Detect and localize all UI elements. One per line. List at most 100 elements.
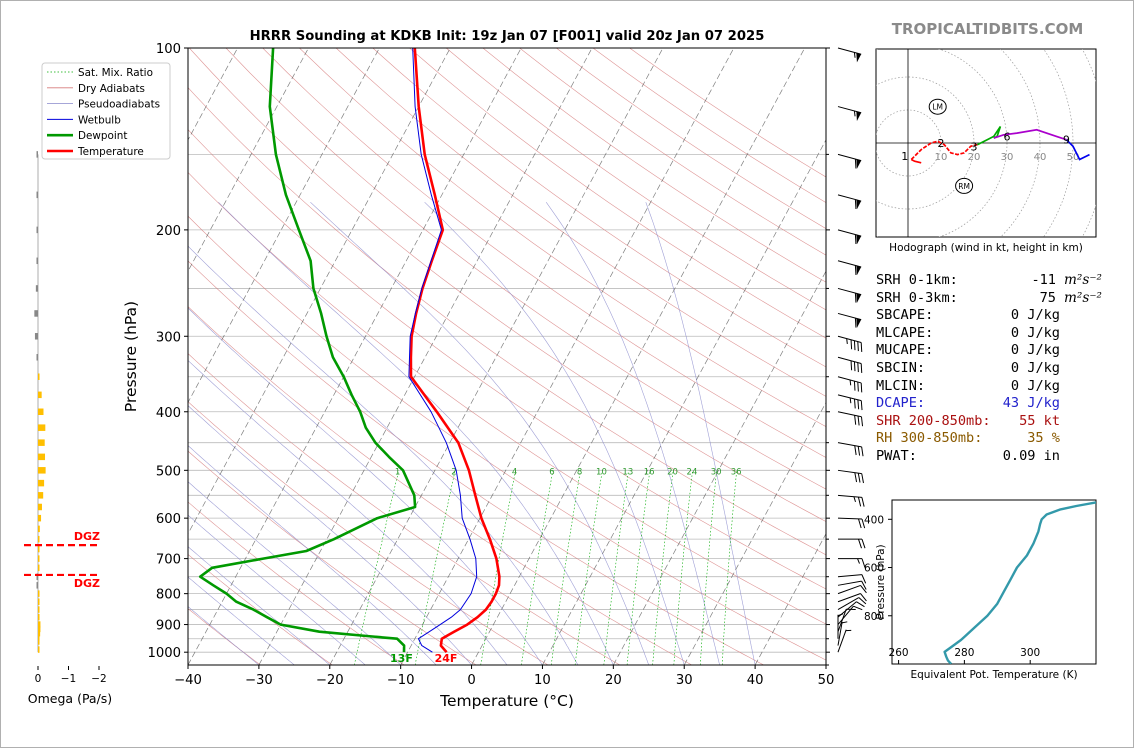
barb-staff bbox=[837, 574, 862, 578]
barb-staff bbox=[837, 194, 862, 202]
y-tick-label: 300 bbox=[156, 330, 181, 345]
omega-bar bbox=[38, 424, 46, 431]
barb-flag bbox=[854, 472, 858, 483]
barb-pennant bbox=[856, 159, 862, 169]
mixing-ratio-label: 16 bbox=[644, 468, 655, 478]
wind-barb bbox=[837, 229, 862, 245]
param-row: DCAPE: 43 J/kg bbox=[876, 395, 1096, 413]
omega-bar bbox=[38, 453, 46, 461]
barb-staff bbox=[837, 621, 843, 646]
barb-flag bbox=[853, 340, 856, 351]
omega-bar bbox=[38, 514, 42, 522]
omega-bar bbox=[38, 638, 40, 645]
barb-half-flag bbox=[845, 629, 852, 632]
theta-e-y-tick-label: 600 bbox=[864, 563, 884, 575]
theta-e-frame bbox=[891, 499, 1097, 665]
hodograph-area: 10 20 30 40 50 1 2 3 6 9 LM RM bbox=[876, 49, 1096, 237]
wind-barb bbox=[837, 260, 862, 276]
barb-staff bbox=[837, 47, 862, 55]
wind-barb bbox=[837, 356, 863, 373]
wind-barb bbox=[837, 287, 862, 303]
wind-barb bbox=[837, 494, 865, 507]
parameter-table: m²s⁻² SRH 0-1km: -11 m²s⁻² SRH 0-3km: 75 SBCAP… bbox=[876, 272, 1102, 466]
param-label: PWAT: bbox=[876, 447, 917, 464]
omega-bar bbox=[36, 191, 38, 199]
barb-flag bbox=[850, 339, 853, 350]
param-row: PWAT: 0.09 in bbox=[876, 448, 1096, 466]
param-label: MLCIN: bbox=[876, 377, 926, 394]
param-label: MUCAPE: bbox=[876, 342, 934, 359]
omega-bar bbox=[36, 573, 38, 580]
barb-flag bbox=[850, 360, 853, 371]
wind-barb bbox=[837, 106, 862, 121]
hodograph-height-label: 2 bbox=[938, 137, 945, 150]
skewt-axes-frame bbox=[187, 47, 827, 666]
wind-barb bbox=[837, 376, 863, 393]
omega-bar bbox=[38, 439, 45, 446]
barb-flag bbox=[860, 342, 863, 352]
barb-flag bbox=[861, 518, 866, 529]
barb-staff bbox=[837, 335, 862, 343]
omega-tick-label: −1 bbox=[61, 673, 76, 685]
param-value: 43 J/kg bbox=[1002, 395, 1060, 412]
hodograph-segment-1-3km bbox=[910, 140, 978, 161]
barb-half-flag bbox=[849, 397, 852, 404]
x-tick-label: 10 bbox=[534, 673, 551, 688]
pseudoadiabat bbox=[188, 445, 437, 665]
mixing-ratio-line bbox=[626, 470, 651, 665]
omega-bar bbox=[38, 555, 40, 562]
barb-staff bbox=[837, 593, 861, 603]
barb-flag bbox=[854, 293, 857, 303]
omega-bar bbox=[38, 492, 44, 499]
omega-bar bbox=[38, 621, 41, 628]
param-row: m²s⁻² SRH 0-1km: -11 bbox=[876, 272, 1102, 290]
barb-pennant bbox=[856, 293, 862, 303]
barb-flag bbox=[854, 445, 857, 456]
barb-staff bbox=[837, 629, 847, 653]
skewt-title: HRRR Sounding at KDKB Init: 19z Jan 07 [… bbox=[250, 29, 765, 44]
y-tick-label: 200 bbox=[156, 224, 181, 239]
dry-adiabat bbox=[188, 87, 826, 556]
isotherm bbox=[471, 48, 806, 665]
dry-adiabat bbox=[188, 260, 764, 665]
dry-adiabat bbox=[372, 48, 826, 368]
legend: Sat. Mix. Ratio Dry Adiabats Pseudoadiabat… bbox=[41, 62, 171, 160]
barb-flag bbox=[854, 159, 857, 169]
barb-staff bbox=[837, 411, 862, 418]
dry-adiabat bbox=[188, 608, 261, 665]
param-value: 0 J/kg bbox=[1010, 307, 1060, 324]
hodograph-height-label: 3 bbox=[971, 140, 978, 153]
theta-e-area bbox=[943, 501, 1096, 664]
mixing-ratio-label: 20 bbox=[667, 468, 678, 478]
param-unit: m²s⁻² bbox=[1064, 289, 1102, 306]
isotherm bbox=[258, 48, 593, 665]
y-tick-label: 100 bbox=[156, 42, 181, 57]
param-value: 0 J/kg bbox=[1010, 324, 1060, 341]
wind-barb bbox=[837, 47, 862, 63]
param-value: 0 J/kg bbox=[1010, 377, 1060, 394]
dry-adiabat bbox=[188, 401, 549, 665]
y-tick-label: 400 bbox=[156, 406, 181, 421]
param-row: m²s⁻² SRH 0-3km: 75 bbox=[876, 290, 1102, 308]
param-value: 0.09 in bbox=[1002, 447, 1060, 464]
hodograph-title: Hodograph (wind in kt, height in km) bbox=[889, 242, 1083, 254]
omega-bar bbox=[36, 582, 38, 589]
pseudoadiabat bbox=[545, 202, 720, 665]
mixing-ratio-line bbox=[652, 470, 674, 665]
hodograph-segment-0-1km bbox=[910, 158, 922, 164]
theta-e-x-axis-label: Equivalent Pot. Temperature (K) bbox=[910, 669, 1077, 681]
omega-plot: DGZ DGZ 0 −1 −2 Omega (Pa/s) bbox=[24, 151, 112, 706]
mixing-ratio-line bbox=[673, 470, 693, 665]
theta-e-plot: 400 600 800 260 280 300 Equivalent Pot. Temper… bbox=[864, 499, 1097, 681]
mixing-ratio-label: 4 bbox=[512, 468, 517, 478]
barb-staff bbox=[837, 597, 860, 610]
x-tick-label: −20 bbox=[316, 673, 344, 688]
omega-bar bbox=[38, 545, 40, 553]
x-tick-label: 50 bbox=[818, 673, 835, 688]
barb-staff bbox=[837, 601, 857, 618]
barb-pennant bbox=[856, 199, 862, 210]
legend-label: Dewpoint bbox=[78, 130, 127, 142]
param-row: RH 300-850mb: 35 % bbox=[876, 430, 1096, 448]
barb-staff bbox=[837, 609, 847, 632]
mixing-ratio-label: 13 bbox=[622, 468, 633, 478]
